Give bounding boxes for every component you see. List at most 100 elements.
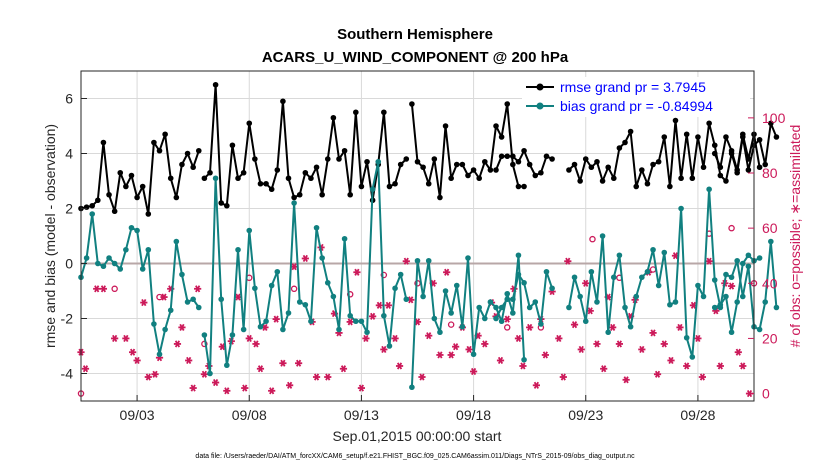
- bias-point: [493, 304, 499, 311]
- obs-assimilated-marker: [526, 323, 534, 331]
- rmse-point: [498, 134, 505, 140]
- bias-point: [723, 293, 729, 300]
- bias-point: [341, 235, 348, 242]
- rmse-point: [134, 194, 140, 201]
- bias-point: [504, 296, 511, 303]
- x-tick-label: 09/08: [232, 407, 267, 423]
- rmse-point: [100, 139, 107, 146]
- obs-assimilated-marker: [160, 293, 168, 301]
- y-axis-right-ticks: 0 20 40 60 80 100: [748, 110, 786, 402]
- rmse-point: [734, 167, 740, 173]
- rmse-point: [768, 120, 774, 127]
- rmse-point: [308, 175, 314, 182]
- rmse-point: [285, 175, 292, 182]
- bias-point: [212, 175, 219, 182]
- rmse-point: [549, 156, 555, 162]
- obs-assimilated-marker: [564, 257, 572, 265]
- obs-assimilated-marker: [698, 373, 707, 381]
- obs-assimilated-marker: [676, 323, 684, 331]
- obs-assimilated-marker: [425, 332, 433, 340]
- bias-point: [437, 329, 443, 336]
- footnote: data file: /Users/raeder/DAI/ATM_forcXX/…: [195, 453, 635, 460]
- rmse-point: [414, 158, 421, 165]
- obs-assimilated-marker: [151, 370, 159, 378]
- obs-assimilated-marker: [324, 373, 332, 381]
- bias-point: [184, 299, 191, 305]
- obs-assimilated-marker: [140, 299, 148, 307]
- bias-point: [425, 257, 432, 264]
- obs-assimilated-marker: [694, 334, 702, 342]
- bias-series-line: [567, 188, 778, 358]
- rmse-point: [212, 81, 219, 88]
- obs-assimilated-marker: [189, 384, 197, 392]
- bias-point: [582, 318, 589, 325]
- bias-point: [745, 252, 752, 259]
- y-right-tick-label: 20: [762, 330, 778, 346]
- chart-title-line1: Southern Hemisphere: [337, 26, 493, 43]
- bias-point: [768, 238, 774, 245]
- bias-point: [616, 252, 623, 259]
- rmse-point: [106, 191, 112, 198]
- rmse-point: [386, 183, 393, 190]
- rmse-point: [358, 183, 365, 190]
- rmse-point: [459, 161, 466, 168]
- bias-point: [139, 266, 146, 272]
- obs-assimilated-marker: [447, 351, 455, 359]
- bias-point: [128, 224, 135, 231]
- obs-assimilated-marker: [339, 365, 348, 373]
- bias-point: [465, 255, 471, 261]
- obs-assimilated-marker: [128, 348, 137, 356]
- bias-point: [83, 255, 90, 261]
- legend-bias-label: bias grand pr = -0.84994: [560, 98, 713, 114]
- bias-point: [543, 268, 550, 275]
- rmse-point: [252, 156, 258, 162]
- obs-assimilated-marker: [705, 257, 713, 265]
- bias-point: [739, 293, 746, 300]
- obs-assimilated-marker: [279, 359, 287, 367]
- bias-point: [577, 293, 583, 300]
- bias-point: [723, 271, 729, 278]
- rmse-point: [240, 169, 247, 176]
- obs-assimilated-marker: [286, 381, 294, 389]
- rmse-point: [616, 145, 623, 151]
- legend-rmse-marker: [536, 83, 544, 91]
- bias-point: [538, 321, 544, 327]
- rmse-point: [465, 172, 471, 179]
- bias-point: [420, 293, 426, 300]
- rmse-point: [162, 131, 168, 138]
- obs-assimilated-marker: [727, 282, 736, 290]
- rmse-point: [627, 128, 634, 135]
- rmse-point: [521, 183, 527, 190]
- bias-point: [246, 227, 253, 234]
- rmse-point: [655, 158, 662, 165]
- rmse-point: [605, 164, 611, 171]
- bias-point: [655, 282, 662, 289]
- y-tick-label: 6: [65, 91, 73, 107]
- obs-assimilated-marker: [353, 268, 361, 276]
- bias-point: [207, 370, 213, 377]
- rmse-point: [156, 147, 163, 154]
- rmse-point: [482, 158, 488, 165]
- rmse-point: [235, 175, 241, 182]
- bias-point: [218, 296, 225, 303]
- obs-assimilated-marker: [369, 312, 377, 320]
- plot-area: [81, 71, 754, 401]
- obs-assimilated-marker: [465, 345, 473, 354]
- obs-assimilated-marker: [638, 345, 646, 354]
- obs-assimilated-marker: [81, 365, 90, 373]
- bias-point: [190, 296, 196, 303]
- rmse-point: [577, 178, 583, 184]
- obs-assimilated-marker: [481, 340, 489, 348]
- rmse-point: [723, 178, 729, 184]
- rmse-point: [470, 167, 477, 173]
- rmse-point: [493, 167, 499, 173]
- x-tick-label: 09/23: [568, 407, 603, 423]
- bias-point: [95, 260, 101, 267]
- bias-point: [263, 318, 269, 325]
- rmse-point: [392, 180, 398, 187]
- obs-assimilated-marker: [716, 362, 724, 370]
- rmse-point: [353, 109, 359, 116]
- obs-assimilated-marker: [111, 334, 119, 342]
- obs-possible-marker: [346, 291, 354, 298]
- bias-point: [392, 285, 398, 292]
